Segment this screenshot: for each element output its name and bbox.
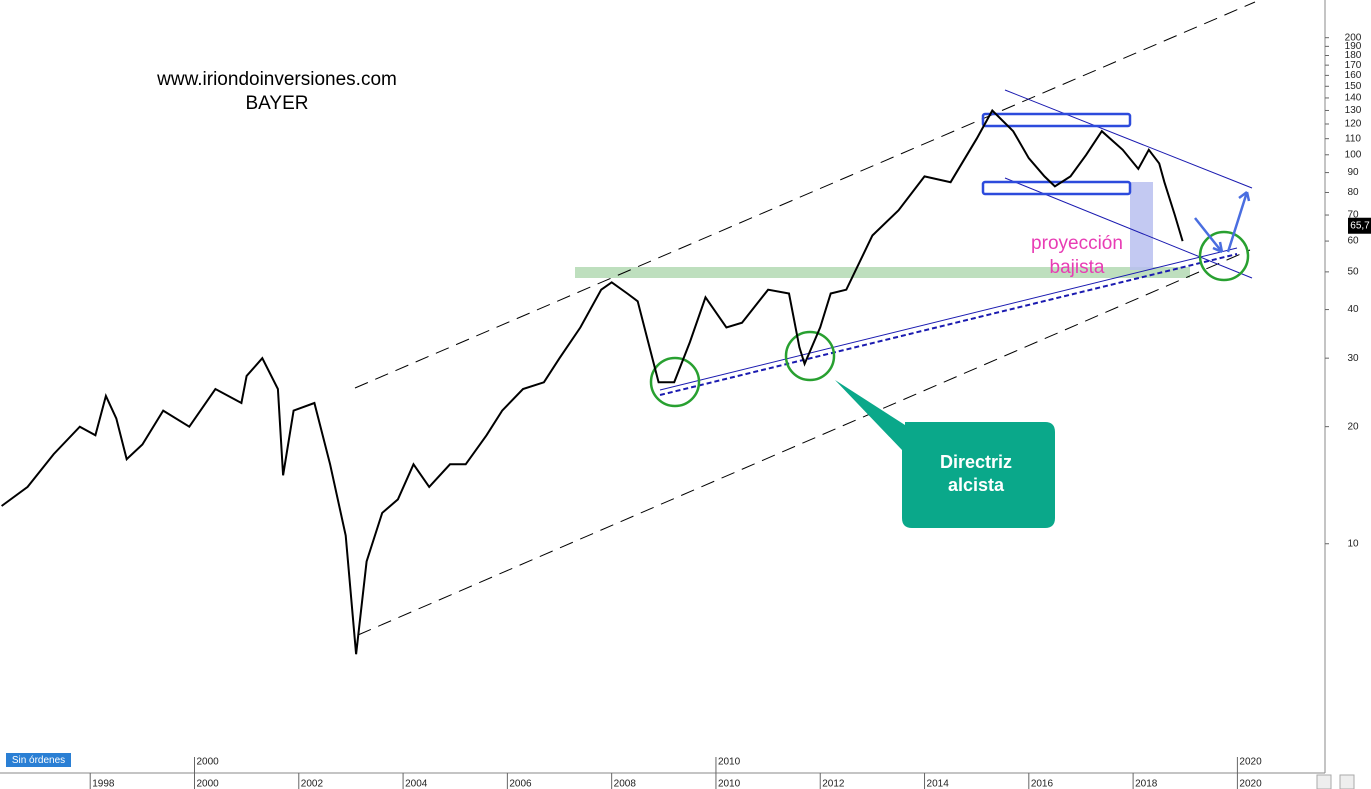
y-tick-label: 200 xyxy=(1345,32,1362,43)
x-tick-label: 2008 xyxy=(614,779,637,789)
y-tick-label: 70 xyxy=(1347,210,1359,221)
x-decade-label: 2020 xyxy=(1239,757,1262,768)
projection-bar xyxy=(1130,182,1153,270)
x-tick-label: 2002 xyxy=(301,779,324,789)
y-tick-label: 190 xyxy=(1345,41,1362,52)
price-line xyxy=(1,108,1184,655)
y-tick-label: 180 xyxy=(1345,50,1362,61)
y-tick-label: 140 xyxy=(1345,93,1362,104)
trend-line xyxy=(659,247,1238,391)
y-tick-label: 160 xyxy=(1345,70,1362,81)
y-tick-label: 60 xyxy=(1347,236,1359,247)
annotation: proyección xyxy=(1031,233,1123,254)
trend-line-dashed xyxy=(659,253,1238,396)
arrow xyxy=(1194,217,1224,254)
x-decade-label: 2000 xyxy=(197,757,220,768)
y-tick-label: 10 xyxy=(1347,538,1359,549)
channel-upper xyxy=(354,1,1256,389)
x-tick-label: 2010 xyxy=(718,779,741,789)
arrow xyxy=(1226,191,1251,253)
x-tick-label: 2016 xyxy=(1031,779,1054,789)
last-price-label: 65,7 xyxy=(1350,220,1370,231)
down-channel-upper xyxy=(1004,89,1253,189)
y-tick-label: 80 xyxy=(1347,187,1359,198)
y-tick-label: 90 xyxy=(1347,167,1359,178)
y-tick-label: 50 xyxy=(1347,267,1359,278)
x-tick-label: 2004 xyxy=(405,779,428,789)
channel-lower xyxy=(357,249,1251,636)
annotation: alcista xyxy=(948,475,1005,495)
y-tick-label: 20 xyxy=(1347,421,1359,432)
annotation: bajista xyxy=(1050,257,1105,278)
x-tick-label: 2012 xyxy=(822,779,845,789)
status-text: Sin órdenes xyxy=(12,755,65,766)
y-tick-label: 100 xyxy=(1345,149,1362,160)
callout xyxy=(835,380,1055,528)
circle-marker xyxy=(649,356,701,408)
x-tick-label: 2018 xyxy=(1135,779,1158,789)
support-zone xyxy=(575,267,1190,278)
x-tick-label: 2014 xyxy=(927,779,950,789)
x-tick-label: 2006 xyxy=(509,779,532,789)
circle-marker xyxy=(1198,230,1250,282)
scroll-button[interactable] xyxy=(1339,774,1355,789)
chart-subtitle: BAYER xyxy=(245,93,308,114)
chart-title: www.iriondoinversiones.com xyxy=(156,69,397,90)
y-tick-label: 110 xyxy=(1345,133,1361,144)
x-decade-label: 2010 xyxy=(718,757,741,768)
x-tick-label: 2020 xyxy=(1239,779,1262,789)
x-tick-label: 1998 xyxy=(92,779,115,789)
y-tick-label: 150 xyxy=(1345,81,1362,92)
last-price-box xyxy=(1348,217,1371,234)
annotation: Directriz xyxy=(940,452,1012,472)
support-box xyxy=(981,180,1132,196)
scroll-button[interactable] xyxy=(1316,774,1332,789)
resistance-box xyxy=(981,112,1132,128)
status-badge xyxy=(6,753,71,767)
y-tick-label: 120 xyxy=(1345,119,1362,130)
x-tick-label: 2000 xyxy=(197,779,220,789)
y-tick-label: 130 xyxy=(1345,105,1362,116)
y-tick-label: 40 xyxy=(1347,304,1359,315)
y-tick-label: 170 xyxy=(1345,60,1362,71)
circle-marker xyxy=(784,330,836,382)
y-tick-label: 30 xyxy=(1347,353,1359,364)
